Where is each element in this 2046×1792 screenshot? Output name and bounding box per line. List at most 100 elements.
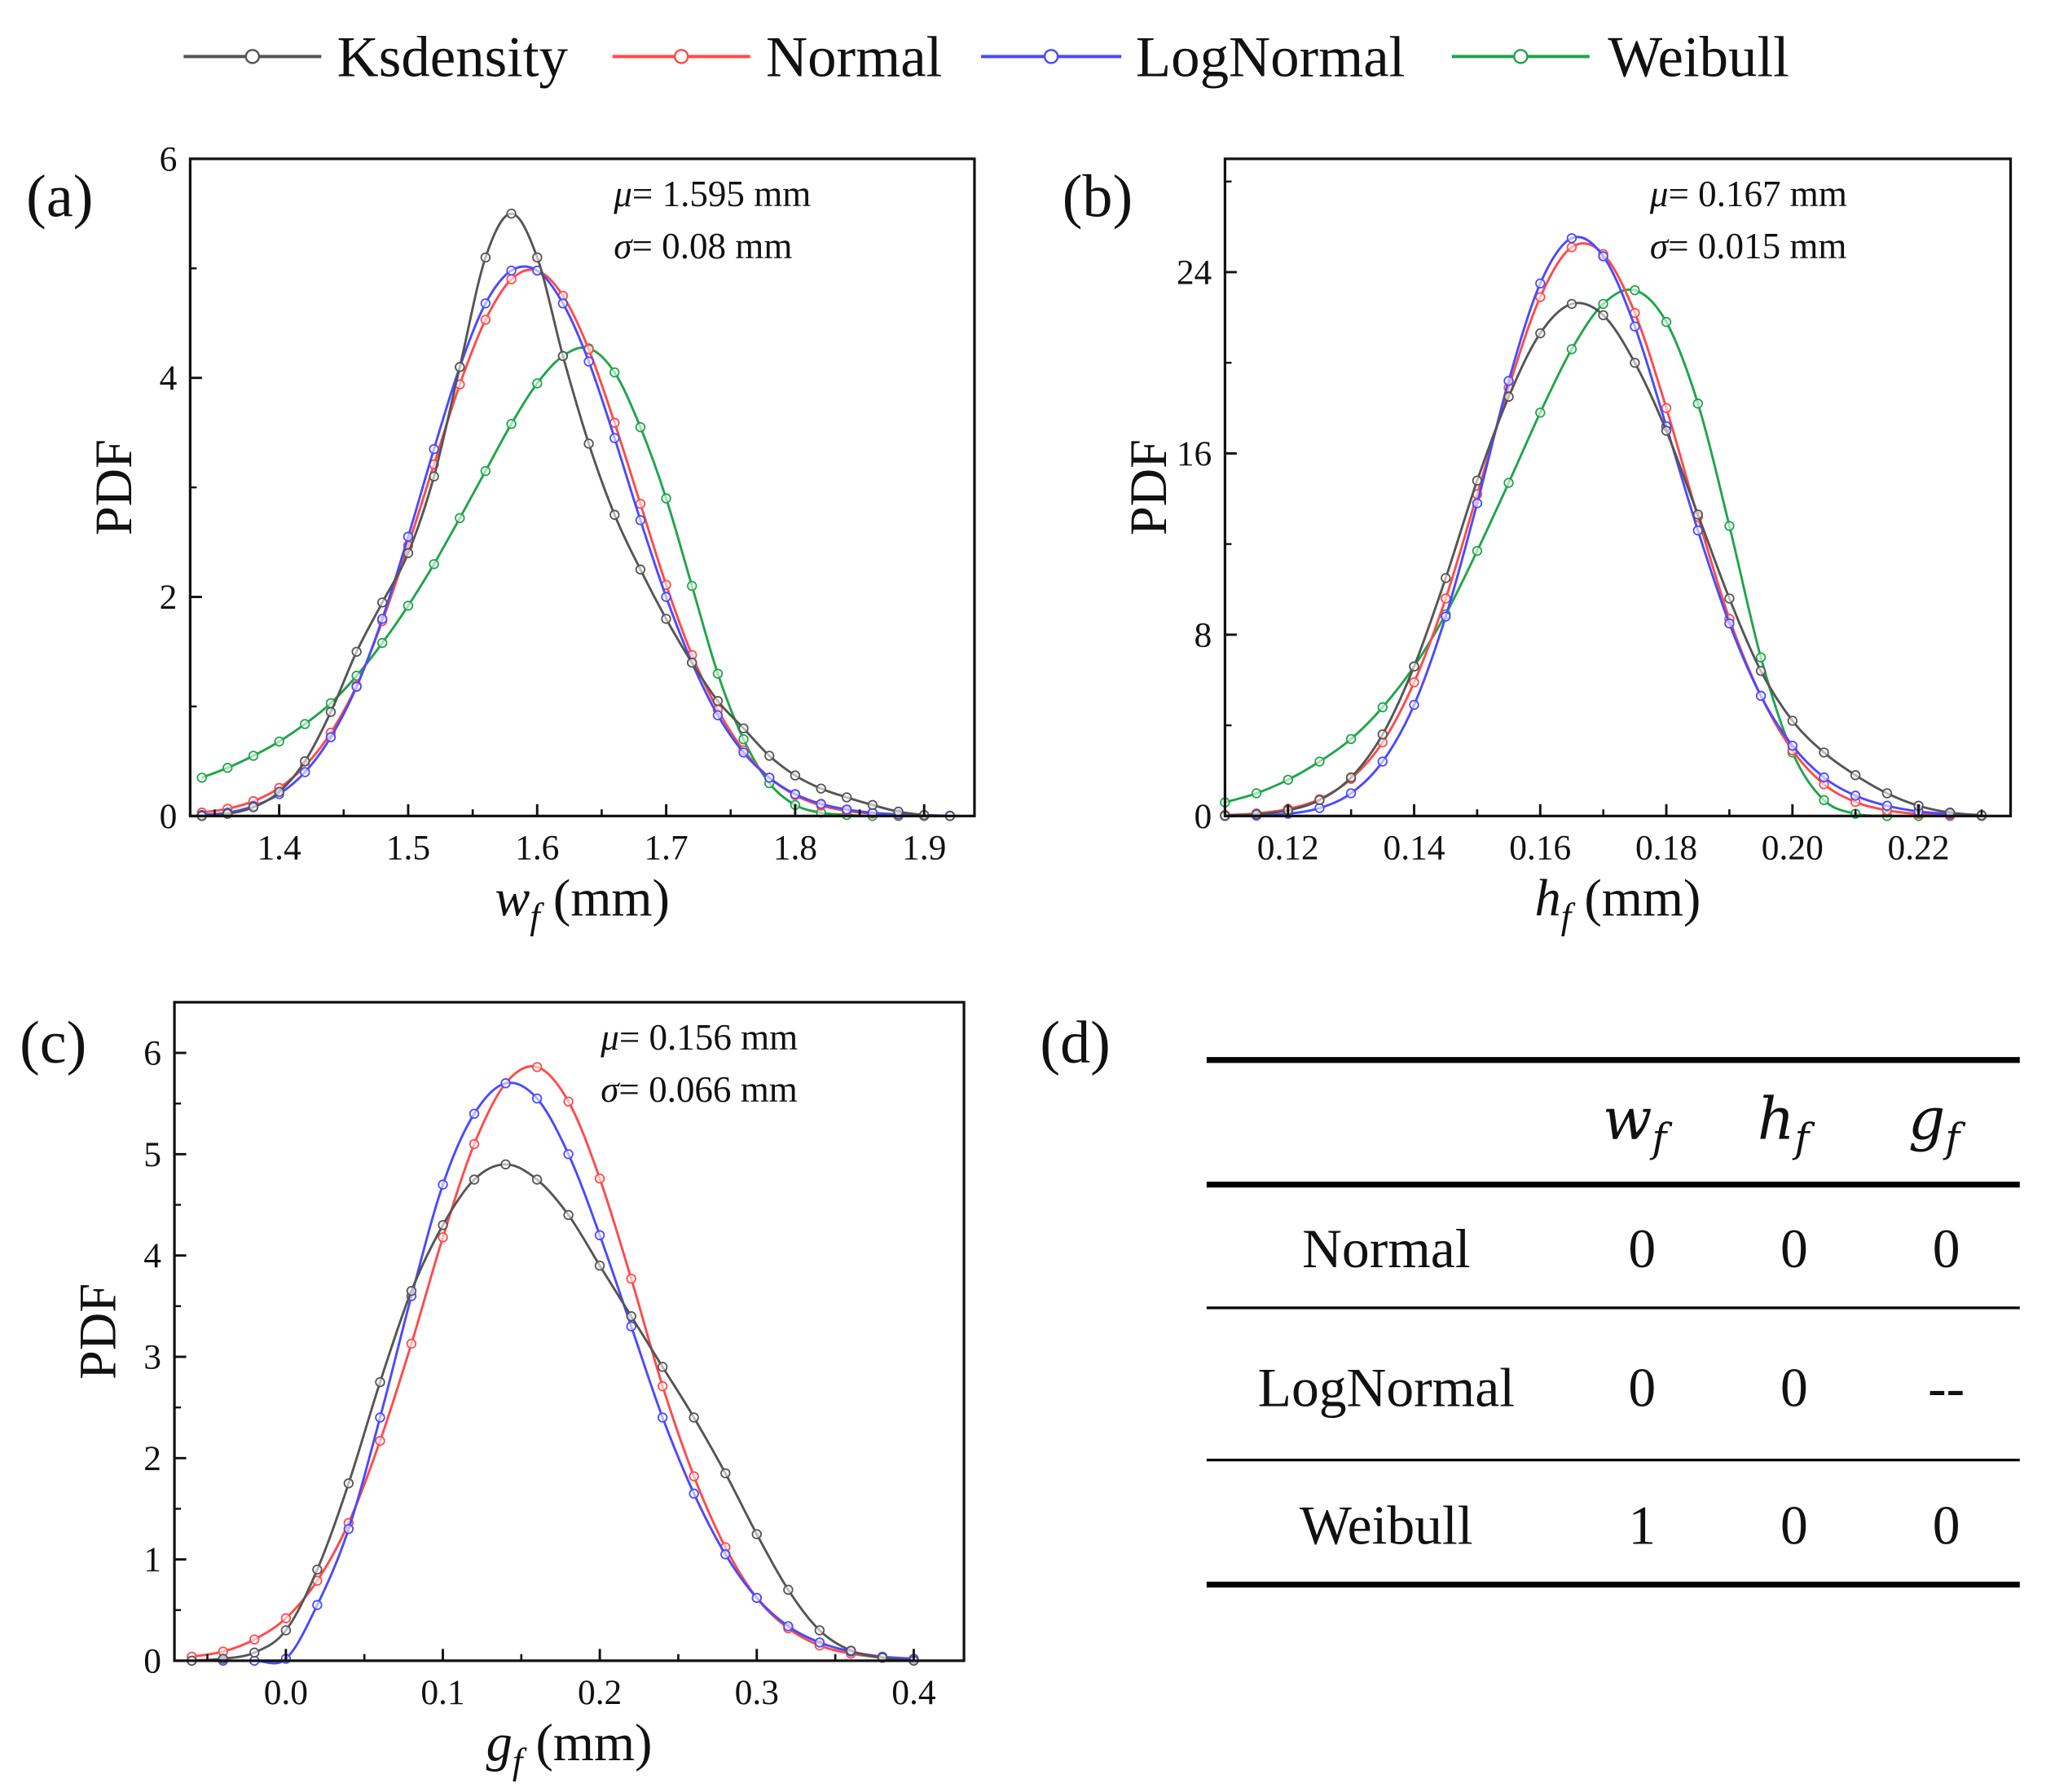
- data-point: [712, 695, 724, 707]
- data-point: [455, 362, 465, 372]
- data-point: [563, 1209, 574, 1221]
- data-point: [300, 719, 310, 729]
- data-point: [1661, 425, 1672, 436]
- data-point: [814, 1637, 825, 1648]
- data-point: [1535, 278, 1546, 289]
- series-line-lognormal: [191, 1081, 914, 1665]
- data-point: [1630, 357, 1640, 368]
- y-axis-title: PDF: [85, 439, 143, 535]
- legend-label: Normal: [766, 25, 942, 89]
- data-point: [480, 315, 491, 325]
- series-line-normal: [191, 1065, 914, 1662]
- x-tick-label: 0.1: [420, 1673, 464, 1712]
- panel-label: (a): [26, 164, 93, 231]
- plot-frame: [1223, 157, 2013, 817]
- data-point: [1850, 770, 1861, 781]
- data-point: [657, 1412, 668, 1423]
- x-tick-label: 1.5: [386, 828, 430, 867]
- y-axis-title: PDF: [69, 1283, 127, 1380]
- plot-frame: [188, 157, 976, 817]
- data-point: [249, 1634, 260, 1645]
- data-point: [312, 1600, 323, 1610]
- data-point: [1345, 772, 1357, 783]
- data-point: [563, 1149, 574, 1160]
- data-point: [1472, 545, 1483, 557]
- y-tick-label: 16: [1177, 434, 1212, 473]
- x-tick-label: 1.8: [773, 828, 817, 867]
- data-point: [1850, 790, 1861, 801]
- data-point: [1881, 788, 1893, 799]
- data-point: [1598, 251, 1608, 262]
- y-tick-label: 4: [160, 359, 178, 398]
- data-point: [274, 786, 284, 797]
- table-row: Normal 0 0 0: [1302, 1218, 1960, 1279]
- data-point: [1630, 321, 1640, 332]
- data-point: [1314, 756, 1325, 767]
- panel-b-chart: (b) 0 8 16 24 0.12 0.14 0.16 0.18 0.20 0.22 PDF hf (…: [1063, 157, 2013, 937]
- std-annotation: σ= 0.015 mm: [1650, 226, 1847, 266]
- data-point: [1251, 788, 1262, 799]
- data-point: [689, 1488, 699, 1499]
- x-axis-title: hf (mm): [1535, 870, 1701, 937]
- data-point: [814, 1625, 825, 1636]
- data-point: [609, 509, 620, 520]
- data-point: [1503, 478, 1514, 488]
- cell: 0: [1780, 1218, 1808, 1279]
- data-point: [196, 773, 207, 783]
- y-tick-label: 6: [160, 139, 178, 178]
- x-tick-label: 0.18: [1635, 828, 1697, 867]
- table-row: LogNormal 0 0 --: [1258, 1358, 1965, 1419]
- data-point: [626, 1311, 636, 1322]
- data-point: [280, 1625, 292, 1636]
- data-point: [1535, 328, 1546, 339]
- data-point: [222, 763, 233, 773]
- data-point: [1724, 593, 1735, 604]
- y-tick-label: 8: [1195, 615, 1212, 654]
- data-point: [1755, 690, 1767, 702]
- data-point: [1598, 298, 1608, 310]
- data-point: [1409, 677, 1419, 688]
- series-line-lognormal: [1225, 236, 1982, 817]
- row-label: Normal: [1302, 1218, 1470, 1279]
- series-line-ksdensity: [191, 1163, 914, 1662]
- data-point: [377, 614, 388, 624]
- data-point: [635, 515, 646, 526]
- x-tick-label: 0.16: [1509, 828, 1571, 867]
- series-group: [187, 1062, 919, 1667]
- data-point: [783, 1621, 794, 1631]
- data-point: [1819, 795, 1829, 806]
- data-point: [469, 1138, 480, 1150]
- panel-label: (c): [20, 1010, 86, 1077]
- data-point: [403, 531, 414, 542]
- data-point: [455, 513, 465, 523]
- table-header-gf: gf: [1908, 1085, 1965, 1161]
- data-point: [429, 443, 439, 455]
- panel-c-chart: (c) 0 1 2 3 4 5 6 0.0 0.1 0.2 0.3 0.4 PDF gf (mm) μ= 0.…: [20, 1001, 966, 1781]
- data-point: [506, 274, 517, 284]
- x-tick-label: 0.4: [891, 1673, 936, 1712]
- data-point: [248, 802, 259, 812]
- table-row: Weibull 1 0 0: [1300, 1495, 1960, 1556]
- data-point: [594, 1173, 605, 1184]
- data-point: [657, 1380, 668, 1392]
- data-point: [300, 767, 310, 777]
- data-point: [325, 707, 337, 717]
- cell: 1: [1628, 1495, 1656, 1556]
- data-point: [661, 592, 671, 602]
- y-tick-label: 2: [143, 1439, 161, 1478]
- data-point: [764, 751, 775, 761]
- x-tick-label: 0.12: [1257, 828, 1319, 867]
- data-point: [429, 471, 439, 482]
- cell: 0: [1933, 1495, 1960, 1556]
- data-point: [609, 433, 620, 443]
- data-point: [377, 637, 388, 649]
- series-lognormal: [187, 1078, 919, 1667]
- panel-label: (b): [1063, 164, 1133, 231]
- legend-label: Ksdensity: [337, 25, 569, 89]
- data-point: [1724, 618, 1735, 629]
- data-point: [867, 799, 878, 810]
- x-tick-label: 0.3: [735, 1673, 779, 1712]
- data-point: [790, 789, 801, 799]
- data-point: [1472, 498, 1483, 509]
- data-point: [1819, 772, 1829, 783]
